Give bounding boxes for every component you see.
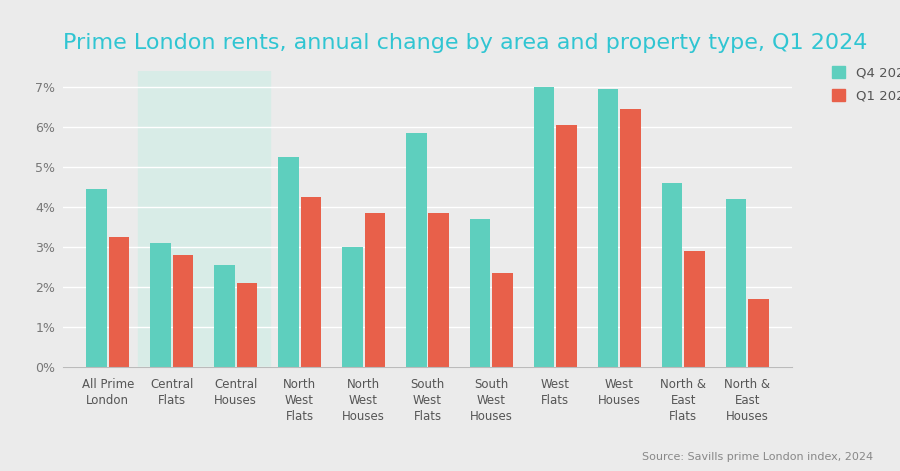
Text: Prime London rents, annual change by area and property type, Q1 2024: Prime London rents, annual change by are… [63, 33, 868, 53]
Bar [534, 87, 554, 367]
Bar [301, 197, 321, 367]
Bar [406, 133, 427, 367]
Bar [428, 213, 449, 367]
Bar [214, 265, 235, 367]
Bar [86, 189, 107, 367]
Bar [138, 71, 270, 367]
Bar [150, 243, 171, 367]
Bar [598, 89, 618, 367]
Bar [620, 109, 641, 367]
Bar [342, 247, 363, 367]
Text: Source: Savills prime London index, 2024: Source: Savills prime London index, 2024 [642, 452, 873, 462]
Legend: Q4 2023, Q1 2024: Q4 2023, Q1 2024 [828, 63, 900, 106]
Bar [470, 219, 490, 367]
Bar [173, 255, 194, 367]
Bar [556, 125, 577, 367]
Bar [492, 273, 513, 367]
Bar [109, 237, 130, 367]
Bar [237, 283, 257, 367]
Bar [748, 299, 769, 367]
Bar [364, 213, 385, 367]
Bar [725, 199, 746, 367]
Bar [662, 183, 682, 367]
Bar [278, 157, 299, 367]
Bar [684, 251, 705, 367]
